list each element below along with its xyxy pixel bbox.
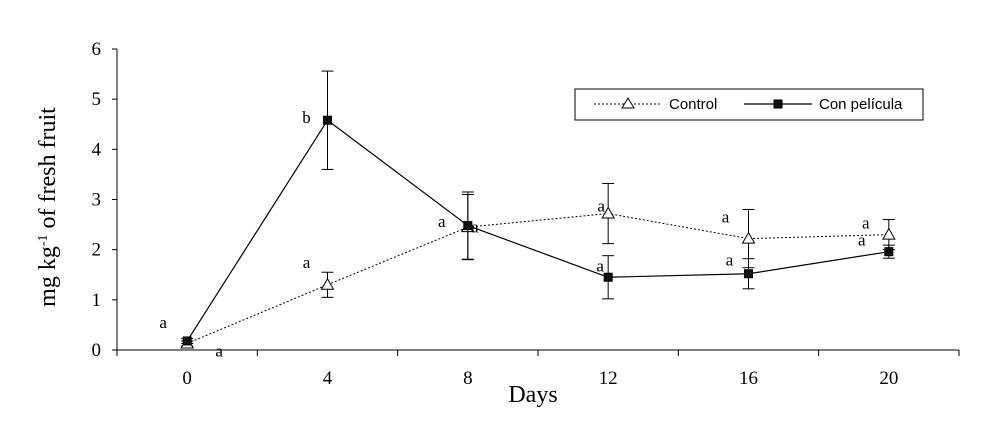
significance-letter: b bbox=[302, 108, 311, 127]
data-point-square bbox=[323, 115, 332, 125]
legend-label-control: Control bbox=[669, 96, 717, 113]
significance-letter: a bbox=[438, 212, 446, 231]
y-tick-label: 5 bbox=[92, 89, 102, 110]
x-tick-label: 0 bbox=[182, 368, 192, 389]
significance-letter: a bbox=[862, 214, 870, 233]
data-point-square bbox=[182, 336, 192, 346]
significance-letter: a bbox=[726, 251, 734, 270]
x-tick-label: 16 bbox=[739, 368, 758, 389]
x-tick-label: 4 bbox=[323, 368, 333, 389]
legend-marker-con-pelicula bbox=[773, 99, 783, 109]
x-tick-label: 12 bbox=[599, 368, 618, 389]
data-point-square bbox=[884, 247, 894, 257]
significance-letter: a bbox=[303, 253, 311, 272]
y-tick-label: 2 bbox=[92, 240, 102, 261]
legend: Control Con película bbox=[574, 88, 924, 121]
series-layer bbox=[180, 70, 896, 349]
y-tick-label: 6 bbox=[92, 39, 102, 60]
y-axis-title: mg kg-1 of fresh fruit bbox=[35, 107, 61, 307]
y-axis-title-prefix: mg kg bbox=[35, 246, 61, 307]
significance-letter: a bbox=[159, 313, 167, 332]
significance-letter: a bbox=[215, 341, 223, 360]
y-tick-label: 0 bbox=[92, 340, 102, 361]
significance-letter: a bbox=[471, 218, 479, 237]
series-line bbox=[186, 119, 889, 342]
y-tick-label: 4 bbox=[92, 139, 102, 160]
series-control bbox=[180, 182, 896, 349]
series-con-pel-cula bbox=[181, 70, 895, 346]
significance-letter: a bbox=[596, 256, 604, 275]
significance-letter: a bbox=[597, 197, 605, 216]
y-axis-title-sup: -1 bbox=[36, 234, 51, 246]
y-tick-label: 3 bbox=[92, 190, 102, 211]
y-axis-title-suffix: of fresh fruit bbox=[35, 107, 61, 235]
significance-letter: a bbox=[858, 231, 866, 250]
data-point-triangle bbox=[741, 231, 756, 244]
data-point-square bbox=[744, 269, 753, 279]
data-point-triangle bbox=[320, 277, 335, 290]
data-point-triangle bbox=[601, 206, 616, 219]
x-tick-label: 20 bbox=[879, 368, 898, 389]
data-point-triangle bbox=[881, 227, 896, 240]
data-point-square bbox=[463, 221, 473, 231]
x-tick-label: 8 bbox=[463, 368, 473, 389]
series-line bbox=[186, 213, 889, 344]
legend-marker-control bbox=[621, 97, 635, 109]
significance-letter: a bbox=[722, 208, 730, 227]
legend-label-con-pelicula: Con película bbox=[819, 96, 903, 113]
x-axis-title: Days bbox=[508, 382, 557, 408]
y-tick-label: 1 bbox=[92, 290, 102, 311]
data-point-square bbox=[603, 272, 613, 282]
